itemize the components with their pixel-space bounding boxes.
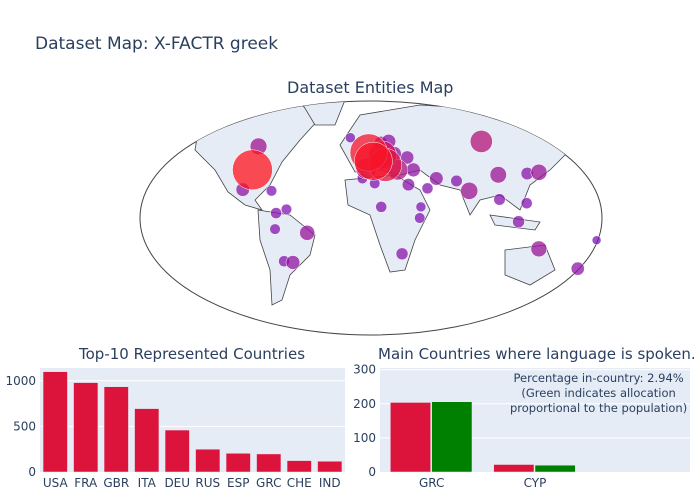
map-marker-arg[interactable]: [285, 255, 301, 270]
x-tick-label: ESP: [227, 476, 249, 490]
bar-ind: [317, 460, 343, 473]
x-tick-label: CHE: [287, 476, 312, 490]
annotation-line: (Green indicates allocation: [521, 386, 676, 400]
map-marker-isl[interactable]: [345, 132, 356, 143]
bar-cyp-actual: [493, 464, 535, 473]
x-tick-label: DEU: [164, 476, 190, 490]
bar-ita: [134, 408, 160, 473]
map-marker-irn[interactable]: [429, 171, 444, 186]
x-tick-label: ITA: [138, 476, 157, 490]
y-tick-label: 500: [13, 419, 36, 433]
map-title: Dataset Entities Map: [287, 78, 454, 97]
map-marker-col[interactable]: [270, 207, 282, 219]
map-marker-bra[interactable]: [299, 224, 316, 241]
language-title: Main Countries where language is spoken.: [378, 345, 696, 363]
map-marker-ind[interactable]: [460, 182, 479, 200]
annotation-line: Percentage in-country: 2.94%: [513, 371, 684, 385]
map-marker-idn[interactable]: [512, 215, 525, 228]
bar-deu: [164, 429, 190, 473]
x-tick-label: GBR: [103, 476, 129, 490]
world-map[interactable]: [0, 0, 700, 340]
map-marker-pak[interactable]: [450, 174, 463, 188]
map-marker-nga[interactable]: [375, 201, 388, 213]
map-marker-zaf[interactable]: [395, 247, 409, 261]
y-tick-label: 0: [368, 465, 376, 479]
map-marker-sau[interactable]: [421, 182, 434, 195]
map-marker-egy[interactable]: [401, 178, 415, 192]
figure-title: Dataset Map: X-FACTR greek: [35, 34, 279, 54]
map-marker-ven[interactable]: [280, 203, 293, 215]
map-marker-eth[interactable]: [415, 201, 427, 213]
annotation-line: proportional to the population): [510, 401, 688, 415]
x-tick-label: CYP: [524, 476, 547, 490]
bar-cyp-proportional: [534, 464, 576, 473]
y-tick-label: 200: [353, 397, 376, 411]
x-tick-label: RUS: [195, 476, 220, 490]
language-chart: 0 100 200 300 GRC CYP: [353, 363, 690, 490]
map-marker-cub[interactable]: [265, 185, 278, 197]
top10-title: Top-10 Represented Countries: [79, 345, 306, 363]
map-marker-chn[interactable]: [489, 166, 507, 184]
x-tick-label: GRC: [256, 476, 281, 490]
map-marker-per[interactable]: [269, 223, 281, 235]
bar-grc-actual: [390, 402, 431, 473]
map-marker-nzl[interactable]: [570, 261, 585, 276]
x-tick-label: FRA: [74, 476, 98, 490]
bar-gbr: [103, 386, 129, 473]
bar-usa: [42, 371, 68, 473]
bar-esp: [225, 453, 251, 473]
map-marker-usa[interactable]: [232, 149, 273, 191]
x-tick-label: IND: [319, 476, 341, 490]
map-marker-aus[interactable]: [530, 240, 548, 258]
bar-rus: [195, 448, 221, 473]
language-annotation: Percentage in-country: 2.94% (Green indi…: [510, 371, 687, 416]
bar-grc: [256, 453, 282, 473]
map-marker-tur[interactable]: [406, 162, 421, 178]
x-tick-label: USA: [43, 476, 69, 490]
top10-chart: 0 500 1000 USA FRA GBR ITA DEU RUS ESP GRC CHE IND: [5, 368, 345, 490]
bar-grc-proportional: [431, 401, 473, 473]
y-tick-label: 100: [353, 431, 376, 445]
map-marker-phl[interactable]: [520, 197, 533, 209]
x-tick-label: GRC: [419, 476, 444, 490]
map-marker-tha[interactable]: [493, 193, 506, 206]
bar-fra: [73, 382, 99, 473]
map-marker-fji[interactable]: [591, 235, 602, 245]
y-tick-label: 1000: [5, 374, 36, 388]
map-marker-ken[interactable]: [414, 212, 426, 224]
y-tick-label: 300: [353, 363, 376, 377]
map-marker-rus[interactable]: [469, 130, 493, 153]
greenland: [299, 101, 346, 126]
marker-layer: [232, 130, 602, 276]
bar-che: [286, 460, 312, 473]
map-marker-jpn[interactable]: [530, 163, 548, 181]
map-marker-fra[interactable]: [354, 141, 393, 181]
y-tick-label: 0: [28, 465, 36, 479]
